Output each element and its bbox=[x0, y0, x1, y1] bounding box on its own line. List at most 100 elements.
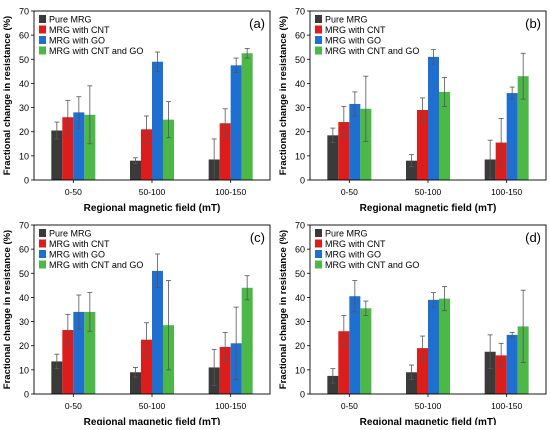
y-tick-label: 10 bbox=[295, 151, 305, 161]
bar bbox=[73, 311, 85, 394]
plot-frame bbox=[309, 10, 547, 181]
bar bbox=[417, 109, 428, 180]
legend-label: Pure MRG bbox=[49, 229, 92, 239]
legend-swatch bbox=[39, 250, 46, 258]
legend-label: MRG with CNT and GO bbox=[325, 260, 419, 270]
x-axis-label: Regional magnetic field (mT) bbox=[360, 417, 497, 425]
plot-frame bbox=[309, 224, 547, 395]
legend-swatch bbox=[39, 239, 46, 248]
bar bbox=[84, 114, 96, 180]
y-tick-label: 0 bbox=[24, 390, 29, 400]
x-axis-label: Regional magnetic field (mT) bbox=[84, 417, 221, 425]
y-tick-label: 20 bbox=[19, 127, 29, 137]
legend-swatch bbox=[315, 46, 322, 55]
bar bbox=[152, 61, 163, 181]
legend-label: MRG with CNT bbox=[49, 239, 110, 249]
x-tick-label: 0-50 bbox=[341, 187, 358, 197]
y-tick-label: 20 bbox=[19, 341, 29, 351]
bar bbox=[141, 339, 152, 394]
x-axis-label: Regional magnetic field (mT) bbox=[360, 203, 497, 214]
legend-swatch bbox=[39, 15, 46, 23]
x-tick-label: 0-50 bbox=[65, 401, 82, 411]
y-tick-label: 50 bbox=[19, 55, 29, 65]
y-tick-label: 40 bbox=[295, 293, 305, 303]
bar bbox=[73, 112, 85, 180]
bar bbox=[360, 308, 372, 394]
y-tick-label: 70 bbox=[19, 221, 29, 231]
bar bbox=[439, 91, 450, 180]
bar bbox=[406, 160, 417, 180]
y-tick-label: 0 bbox=[300, 176, 305, 186]
y-tick-label: 30 bbox=[295, 317, 305, 327]
chart-panel-a: 0 10 20 30 40 50 60 70 0-50 50-100 100-150 (a) Pure … bbox=[2, 7, 271, 214]
y-tick-label: 50 bbox=[295, 55, 305, 65]
y-tick-label: 10 bbox=[19, 365, 29, 375]
bar bbox=[51, 361, 63, 394]
legend-label: Pure MRG bbox=[325, 15, 368, 25]
legend-swatch bbox=[315, 15, 322, 23]
legend-label: MRG with GO bbox=[49, 250, 105, 260]
bar bbox=[241, 53, 253, 180]
panel-label: (b) bbox=[525, 16, 541, 31]
y-tick-label: 40 bbox=[19, 293, 29, 303]
x-tick-label: 100-150 bbox=[491, 401, 522, 411]
y-tick-label: 70 bbox=[295, 221, 305, 231]
bar bbox=[406, 372, 417, 394]
bar bbox=[219, 123, 231, 180]
bar bbox=[484, 351, 496, 394]
y-tick-label: 50 bbox=[295, 269, 305, 279]
bar bbox=[327, 135, 339, 180]
legend-swatch bbox=[39, 229, 46, 237]
bar bbox=[428, 299, 439, 394]
bar bbox=[141, 129, 152, 180]
x-tick-label: 100-150 bbox=[215, 401, 246, 411]
y-tick-label: 70 bbox=[19, 7, 29, 17]
y-tick-label: 60 bbox=[295, 31, 305, 41]
chart-panel-d: 0 10 20 30 40 50 60 70 0-50 50-100 100-150 (d) Pure … bbox=[278, 221, 547, 428]
x-axis-label: Regional magnetic field (mT) bbox=[84, 203, 221, 214]
bar bbox=[338, 331, 350, 394]
x-tick-label: 100-150 bbox=[215, 187, 246, 197]
x-tick-label: 0-50 bbox=[65, 187, 82, 197]
bar bbox=[62, 330, 74, 394]
y-tick-label: 30 bbox=[295, 103, 305, 113]
legend-label: MRG with GO bbox=[325, 36, 381, 46]
y-tick-label: 10 bbox=[19, 151, 29, 161]
legend-label: Pure MRG bbox=[49, 15, 92, 25]
legend-label: MRG with GO bbox=[49, 36, 105, 46]
panel-label: (a) bbox=[249, 16, 265, 31]
x-tick-label: 0-50 bbox=[341, 401, 358, 411]
bar bbox=[84, 311, 96, 394]
y-axis-label: Fractional change in resistance (%) bbox=[2, 16, 13, 175]
legend-swatch bbox=[315, 239, 322, 248]
legend-swatch bbox=[39, 260, 46, 269]
legend-swatch bbox=[315, 229, 322, 237]
y-tick-label: 20 bbox=[295, 341, 305, 351]
panel-label: (c) bbox=[250, 230, 265, 245]
legend-swatch bbox=[39, 25, 46, 34]
bar bbox=[327, 375, 339, 394]
bar bbox=[230, 65, 242, 180]
bar bbox=[360, 108, 372, 180]
bar bbox=[439, 298, 450, 394]
y-tick-label: 60 bbox=[19, 245, 29, 255]
legend-label: MRG with CNT and GO bbox=[49, 260, 143, 270]
y-tick-label: 20 bbox=[295, 127, 305, 137]
legend-label: Pure MRG bbox=[325, 229, 368, 239]
bar bbox=[417, 348, 428, 394]
x-tick-label: 50-100 bbox=[139, 401, 166, 411]
y-tick-label: 40 bbox=[295, 79, 305, 89]
x-tick-label: 50-100 bbox=[415, 187, 442, 197]
y-tick-label: 0 bbox=[300, 390, 305, 400]
bar bbox=[506, 93, 518, 180]
chart-panel-b: 0 10 20 30 40 50 60 70 0-50 50-100 100-150 (b) Pure … bbox=[278, 7, 547, 214]
y-axis-label: Fractional change in resistance (%) bbox=[278, 16, 289, 175]
bar bbox=[517, 76, 529, 180]
bar bbox=[62, 117, 74, 180]
y-tick-label: 30 bbox=[19, 317, 29, 327]
bar bbox=[219, 346, 231, 394]
bar bbox=[130, 160, 141, 180]
legend-swatch bbox=[315, 36, 322, 44]
y-tick-label: 70 bbox=[295, 7, 305, 17]
